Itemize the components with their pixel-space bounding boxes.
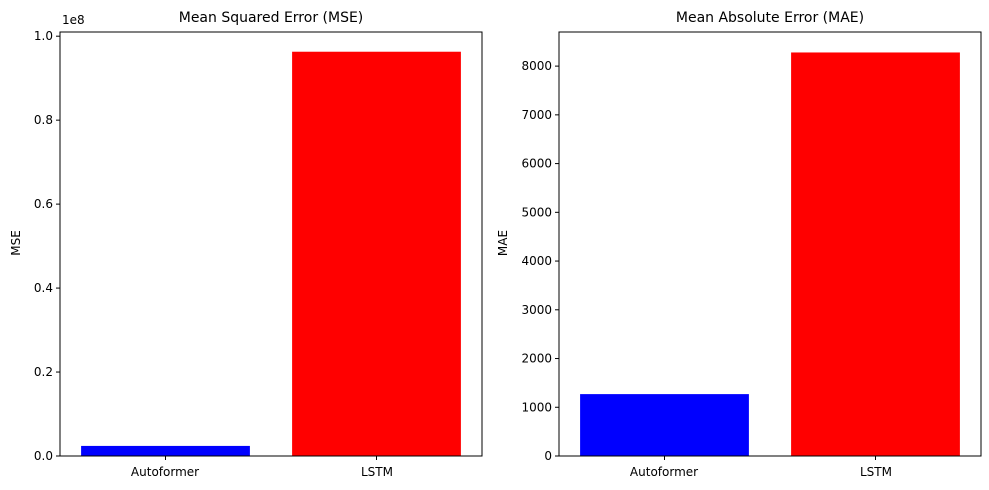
- mae-chart-title: Mean Absolute Error (MAE): [676, 10, 864, 26]
- y-tick-label: 6000: [521, 157, 552, 171]
- x-tick-label-lstm: LSTM: [860, 465, 892, 479]
- y-tick-label: 3000: [521, 303, 552, 317]
- mae-chart: Mean Absolute Error (MAE) MAE Autoformer…: [496, 10, 982, 479]
- y-tick-label: 2000: [521, 352, 552, 366]
- mse-chart-title: Mean Squared Error (MSE): [179, 10, 364, 26]
- x-tick-label-autoformer: Autoformer: [630, 465, 698, 479]
- y-tick-label: 5000: [521, 205, 552, 219]
- y-tick-label: 0.6: [34, 197, 53, 211]
- x-tick-label-autoformer: Autoformer: [131, 465, 199, 479]
- y-tick-label: 0.2: [34, 365, 53, 379]
- y-tick-label: 0: [544, 449, 552, 463]
- y-tick-label: 0.4: [34, 281, 53, 295]
- mae-y-axis-label: MAE: [496, 230, 510, 256]
- x-tick-label-lstm: LSTM: [361, 465, 393, 479]
- bar-autoformer: [580, 394, 749, 456]
- y-tick-label: 0.8: [34, 113, 53, 127]
- mse-y-offset-label: 1e8: [62, 13, 85, 27]
- mse-chart: Mean Squared Error (MSE) MSE 1e8 Autofor…: [9, 10, 483, 479]
- y-tick-label: 1.0: [34, 29, 53, 43]
- bar-lstm: [791, 52, 960, 456]
- y-tick-label: 7000: [521, 108, 552, 122]
- y-tick-label: 4000: [521, 254, 552, 268]
- mse-y-axis-label: MSE: [9, 230, 23, 256]
- y-tick-label: 8000: [521, 59, 552, 73]
- y-tick-label: 0.0: [34, 449, 53, 463]
- bar-lstm: [292, 51, 461, 456]
- y-tick-label: 1000: [521, 400, 552, 414]
- bar-autoformer: [81, 445, 250, 456]
- mae-axes-frame: [558, 31, 982, 457]
- mse-axes-frame: [59, 31, 483, 457]
